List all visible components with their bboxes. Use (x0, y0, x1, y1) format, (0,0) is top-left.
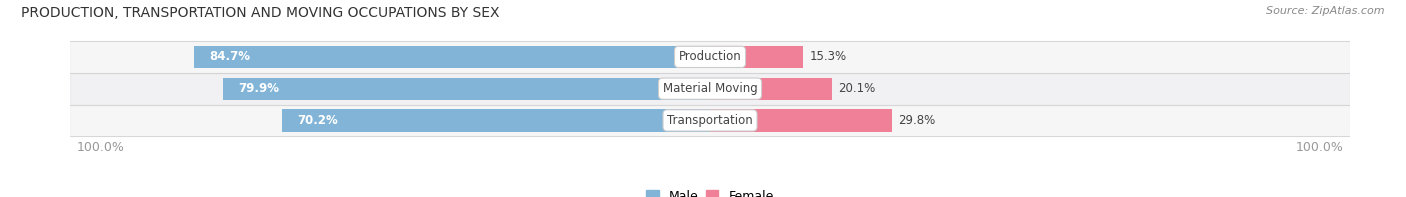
Bar (70, 73, 1350, 105)
Legend: Male, Female: Male, Female (647, 190, 773, 197)
Bar (194, 46, 710, 68)
Bar (283, 109, 710, 132)
Text: Material Moving: Material Moving (662, 82, 758, 95)
Bar (710, 46, 803, 68)
Text: Transportation: Transportation (668, 114, 752, 127)
Text: PRODUCTION, TRANSPORTATION AND MOVING OCCUPATIONS BY SEX: PRODUCTION, TRANSPORTATION AND MOVING OC… (21, 6, 499, 20)
Bar (710, 109, 891, 132)
Text: 29.8%: 29.8% (897, 114, 935, 127)
Bar (70, 105, 1350, 136)
Text: 84.7%: 84.7% (209, 50, 250, 63)
Text: 79.9%: 79.9% (239, 82, 280, 95)
Bar (710, 78, 832, 100)
Text: Source: ZipAtlas.com: Source: ZipAtlas.com (1267, 6, 1385, 16)
Bar (224, 78, 710, 100)
Text: Production: Production (679, 50, 741, 63)
Text: 70.2%: 70.2% (298, 114, 339, 127)
Bar (70, 41, 1350, 73)
Text: 20.1%: 20.1% (838, 82, 876, 95)
Text: 15.3%: 15.3% (810, 50, 846, 63)
